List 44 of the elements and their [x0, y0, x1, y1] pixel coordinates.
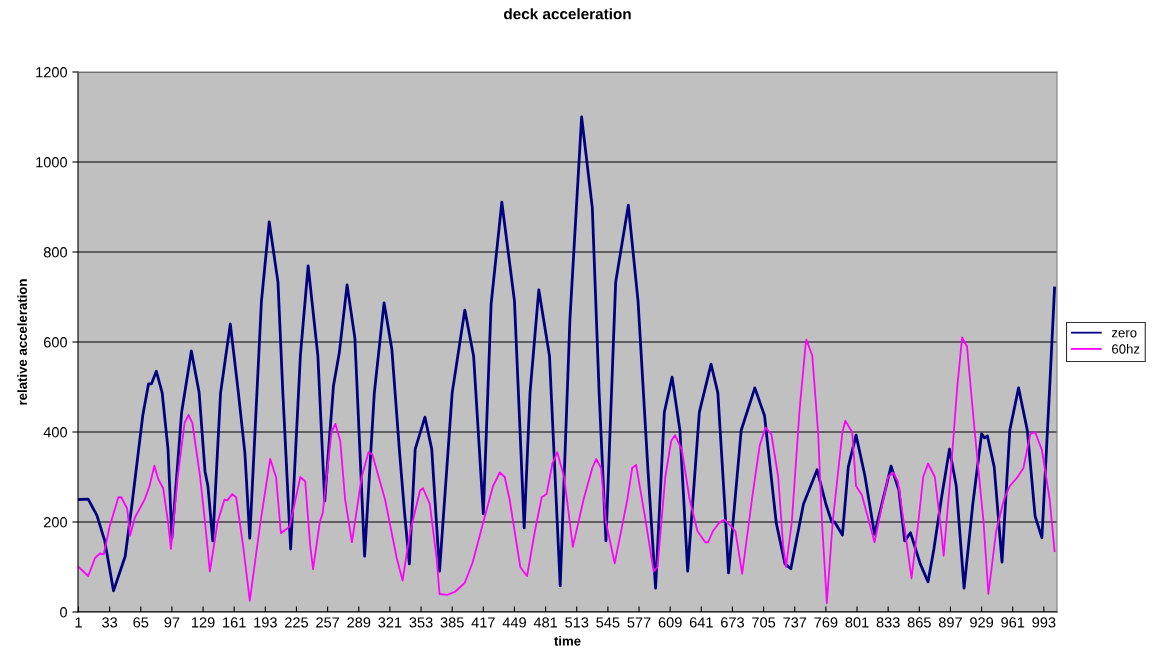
- x-tick-label: 865: [907, 617, 931, 628]
- x-tick-label: 289: [347, 617, 371, 628]
- y-tick-label: 200: [43, 517, 68, 528]
- x-tick-label: 33: [102, 617, 118, 628]
- x-tick-label: 641: [689, 617, 713, 628]
- x-tick-label: 737: [783, 617, 807, 628]
- x-tick-label: 481: [533, 617, 558, 628]
- x-tick-label: 65: [133, 617, 149, 628]
- y-tick-label: 400: [43, 427, 68, 438]
- y-axis-title: relative acceleration: [17, 279, 27, 405]
- x-tick-label: 353: [409, 617, 433, 628]
- x-tick-label: 385: [440, 617, 464, 628]
- x-tick-label: 449: [502, 617, 526, 628]
- x-tick-label: 673: [721, 617, 744, 628]
- x-tick-label: 161: [223, 617, 246, 628]
- x-tick-label: 417: [471, 617, 495, 628]
- y-tick-label: 0: [60, 607, 68, 618]
- x-tick-label: 961: [1001, 617, 1025, 628]
- legend-label: zero: [1111, 330, 1137, 338]
- y-tick-label: 600: [43, 337, 68, 348]
- x-tick-label: 769: [814, 617, 838, 628]
- x-tick-label: 801: [845, 617, 869, 628]
- legend-label: 60hz: [1112, 343, 1140, 354]
- x-tick-label: 513: [565, 617, 589, 628]
- chart-title: deck acceleration: [504, 8, 631, 20]
- x-tick-label: 193: [254, 617, 277, 628]
- x-tick-label: 225: [285, 617, 309, 628]
- x-tick-label: 929: [970, 617, 994, 628]
- x-tick-label: 321: [378, 617, 402, 628]
- x-tick-label: 545: [596, 617, 620, 628]
- x-tick-label: 129: [192, 617, 215, 628]
- x-tick-label: 833: [876, 617, 900, 628]
- x-tick-label: 1: [75, 617, 82, 628]
- x-tick-label: 577: [627, 617, 651, 628]
- x-tick-label: 705: [752, 617, 776, 628]
- x-tick-label: 993: [1032, 617, 1056, 628]
- y-tick-label: 1000: [36, 157, 68, 168]
- x-tick-label: 97: [164, 617, 180, 628]
- x-tick-label: 897: [938, 617, 962, 628]
- y-tick-label: 1200: [36, 67, 68, 78]
- y-tick-label: 800: [43, 247, 68, 258]
- x-tick-label: 257: [316, 617, 340, 628]
- x-axis-title: time: [554, 636, 581, 646]
- x-tick-label: 609: [658, 617, 682, 628]
